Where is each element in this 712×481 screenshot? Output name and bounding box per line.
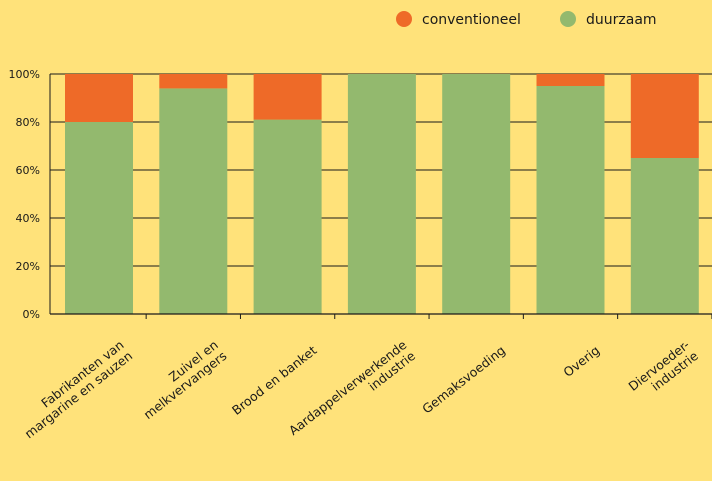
legend-swatch-duurzaam: [560, 11, 576, 27]
y-tick-label: 60%: [16, 164, 40, 177]
x-category-label-line: margarine en sauzen: [22, 348, 136, 441]
y-tick-label: 40%: [16, 212, 40, 225]
axes: [49, 74, 712, 319]
x-category-label-line: Brood en banket: [229, 342, 320, 417]
bar-segment-duurzaam: [536, 86, 605, 314]
x-category-label: Diervoeder-industrie: [625, 337, 701, 405]
y-tick-label: 80%: [16, 116, 40, 129]
x-category-label: Brood en banket: [229, 342, 320, 417]
x-category-label-line: Overig: [560, 343, 602, 380]
y-tick-label: 100%: [9, 68, 40, 81]
bar-segment-duurzaam: [630, 158, 699, 314]
y-tick-labels: 0% 20% 40% 60% 80% 100%: [9, 68, 40, 321]
bar-segment-duurzaam: [253, 119, 322, 314]
x-category-label: Fabrikanten vanmargarine en sauzen: [13, 337, 135, 441]
x-category-label-line: Gemaksvoeding: [419, 343, 508, 417]
x-category-label: Zuivel enmelkvervangers: [132, 337, 229, 422]
y-tick-label: 0%: [23, 308, 40, 321]
legend: conventioneel duurzaam: [396, 11, 657, 28]
x-category-labels: Fabrikanten vanmargarine en sauzen Zuivel…: [13, 337, 702, 442]
bar-segment-conventioneel: [253, 74, 322, 120]
bar-segment-conventioneel: [159, 74, 228, 89]
x-category-label: Gemaksvoeding: [419, 343, 508, 417]
legend-label-duurzaam: duurzaam: [586, 12, 657, 28]
x-category-label: Overig: [560, 343, 602, 380]
bar-segment-duurzaam: [442, 74, 511, 314]
legend-swatch-conventioneel: [396, 11, 412, 27]
bar-segment-conventioneel: [65, 74, 133, 122]
bar-segment-conventioneel: [630, 74, 699, 158]
bars: [65, 74, 699, 315]
y-tick-label: 20%: [16, 260, 40, 273]
bar-segment-duurzaam: [347, 74, 416, 314]
bar-segment-conventioneel: [536, 74, 605, 86]
legend-label-conventioneel: conventioneel: [422, 12, 521, 28]
bar-segment-duurzaam: [159, 88, 228, 315]
bar-segment-duurzaam: [65, 122, 133, 314]
